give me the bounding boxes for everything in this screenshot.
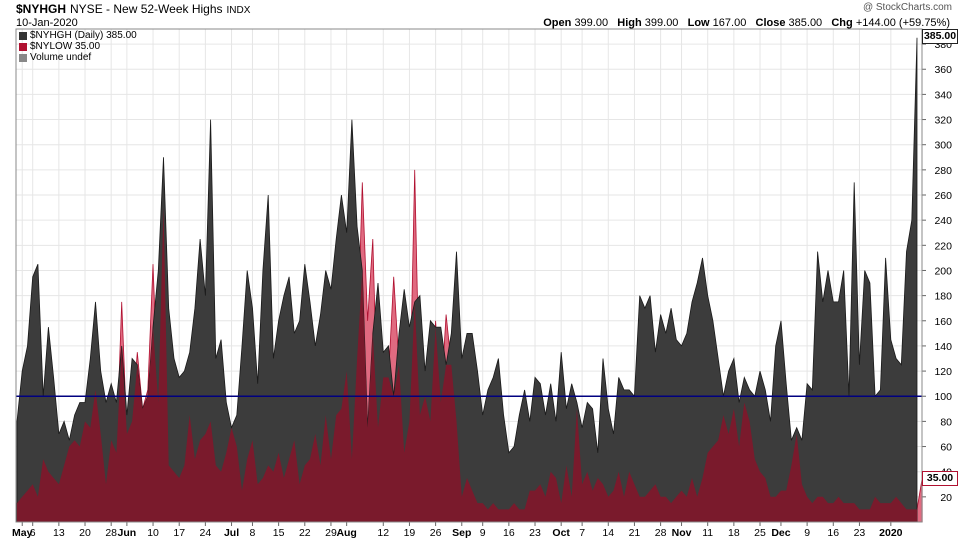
x-tick-label: 2020	[879, 527, 903, 539]
x-tick-label: 11	[702, 527, 713, 539]
x-tick-label: 28	[105, 527, 117, 539]
x-tick-label: 8	[250, 527, 256, 539]
last-value-tag-lows: 35.00	[922, 471, 958, 486]
legend-lows-label: $NYLOW 35.00	[30, 41, 101, 52]
x-tick-label: 10	[147, 527, 159, 539]
x-tick-label: Sep	[452, 527, 471, 539]
y-tick-label: 340	[934, 89, 952, 101]
x-tick-label: 23	[529, 527, 541, 539]
x-tick-label: 24	[200, 527, 212, 539]
y-tick-label: 80	[940, 416, 952, 428]
y-tick-label: 120	[934, 366, 952, 378]
legend-volume-label: Volume undef	[30, 52, 92, 63]
legend-lows-swatch	[19, 42, 27, 51]
y-tick-label: 280	[934, 165, 952, 177]
x-tick-label: 19	[404, 527, 416, 539]
low-value: 167.00	[712, 17, 747, 29]
x-tick-label: 14	[602, 527, 614, 539]
symbol-exchange: INDX	[226, 5, 251, 16]
x-tick-label: Jun	[118, 527, 137, 539]
close-value: 385.00	[788, 17, 823, 29]
y-tick-label: 20	[940, 492, 952, 504]
high-label: High	[617, 17, 642, 29]
plot-frame	[15, 28, 923, 523]
y-tick-label: 100	[934, 391, 952, 403]
x-tick-label: Aug	[336, 527, 356, 539]
open-label: Open	[543, 17, 572, 29]
x-tick-label: Nov	[672, 527, 692, 539]
x-tick-label: 25	[754, 527, 766, 539]
y-tick-label: 200	[934, 265, 952, 277]
x-tick-label: 7	[579, 527, 585, 539]
y-tick-label: 220	[934, 240, 952, 252]
y-tick-label: 180	[934, 291, 952, 303]
series-lows-area	[17, 207, 917, 522]
watermark: @ StockCharts.com	[862, 2, 952, 13]
x-tick-label: 9	[804, 527, 810, 539]
legend-volume-swatch	[19, 53, 27, 62]
y-tick-label: 240	[934, 215, 952, 227]
close-label: Close	[755, 17, 786, 29]
x-tick-label: 20	[79, 527, 91, 539]
x-tick-label: 22	[299, 527, 311, 539]
symbol-name: $NYHGH	[16, 2, 67, 16]
x-tick-label: 26	[430, 527, 442, 539]
open-value: 399.00	[574, 17, 609, 29]
ohlc-summary: Open 399.00 High 399.00 Low 167.00 Close…	[543, 17, 950, 29]
chart-areas	[16, 37, 923, 523]
x-tick-label: 15	[273, 527, 285, 539]
x-tick-label: 18	[728, 527, 740, 539]
x-tick-label: May	[12, 527, 33, 539]
x-tick-label: 12	[377, 527, 389, 539]
y-tick-label: 360	[934, 64, 952, 76]
x-tick-label: 6	[30, 527, 36, 539]
legend-highs-swatch	[19, 31, 27, 40]
symbol-description: NYSE - New 52-Week Highs	[70, 2, 223, 16]
y-tick-label: 60	[940, 442, 952, 454]
x-tick-label: 21	[629, 527, 641, 539]
chg-label: Chg	[831, 17, 853, 29]
legend-volume: Volume undef	[19, 52, 91, 63]
x-tick-label: Dec	[771, 527, 790, 539]
chart-date: 10-Jan-2020	[16, 17, 78, 29]
legend-lows: $NYLOW 35.00	[19, 41, 100, 52]
y-tick-label: 160	[934, 316, 952, 328]
x-tick-label: 29	[325, 527, 337, 539]
y-tick-label: 320	[934, 115, 952, 127]
x-tick-label: 17	[173, 527, 185, 539]
y-tick-label: 260	[934, 190, 952, 202]
legend-highs: $NYHGH (Daily) 385.00	[19, 30, 137, 41]
x-tick-label: Jul	[224, 527, 239, 539]
y-tick-label: 140	[934, 341, 952, 353]
x-tick-label: 13	[53, 527, 65, 539]
last-value-tag-highs: 385.00	[922, 29, 958, 44]
y-axis: 2040608010012014016018020022024026028030…	[922, 39, 952, 504]
x-tick-label: 9	[480, 527, 486, 539]
x-tick-label: Oct	[552, 527, 570, 539]
series-highs-area	[16, 37, 918, 523]
x-tick-label: 28	[655, 527, 667, 539]
x-tick-label: 16	[503, 527, 515, 539]
symbol-header: $NYHGH NYSE - New 52-Week Highs INDX	[16, 2, 250, 16]
legend-highs-label: $NYHGH (Daily) 385.00	[30, 30, 137, 41]
low-label: Low	[687, 17, 710, 29]
chg-value: +144.00 (+59.75%)	[855, 17, 950, 29]
y-tick-label: 300	[934, 140, 952, 152]
high-value: 399.00	[644, 17, 679, 29]
x-tick-label: 23	[854, 527, 866, 539]
x-tick-label: 16	[827, 527, 839, 539]
